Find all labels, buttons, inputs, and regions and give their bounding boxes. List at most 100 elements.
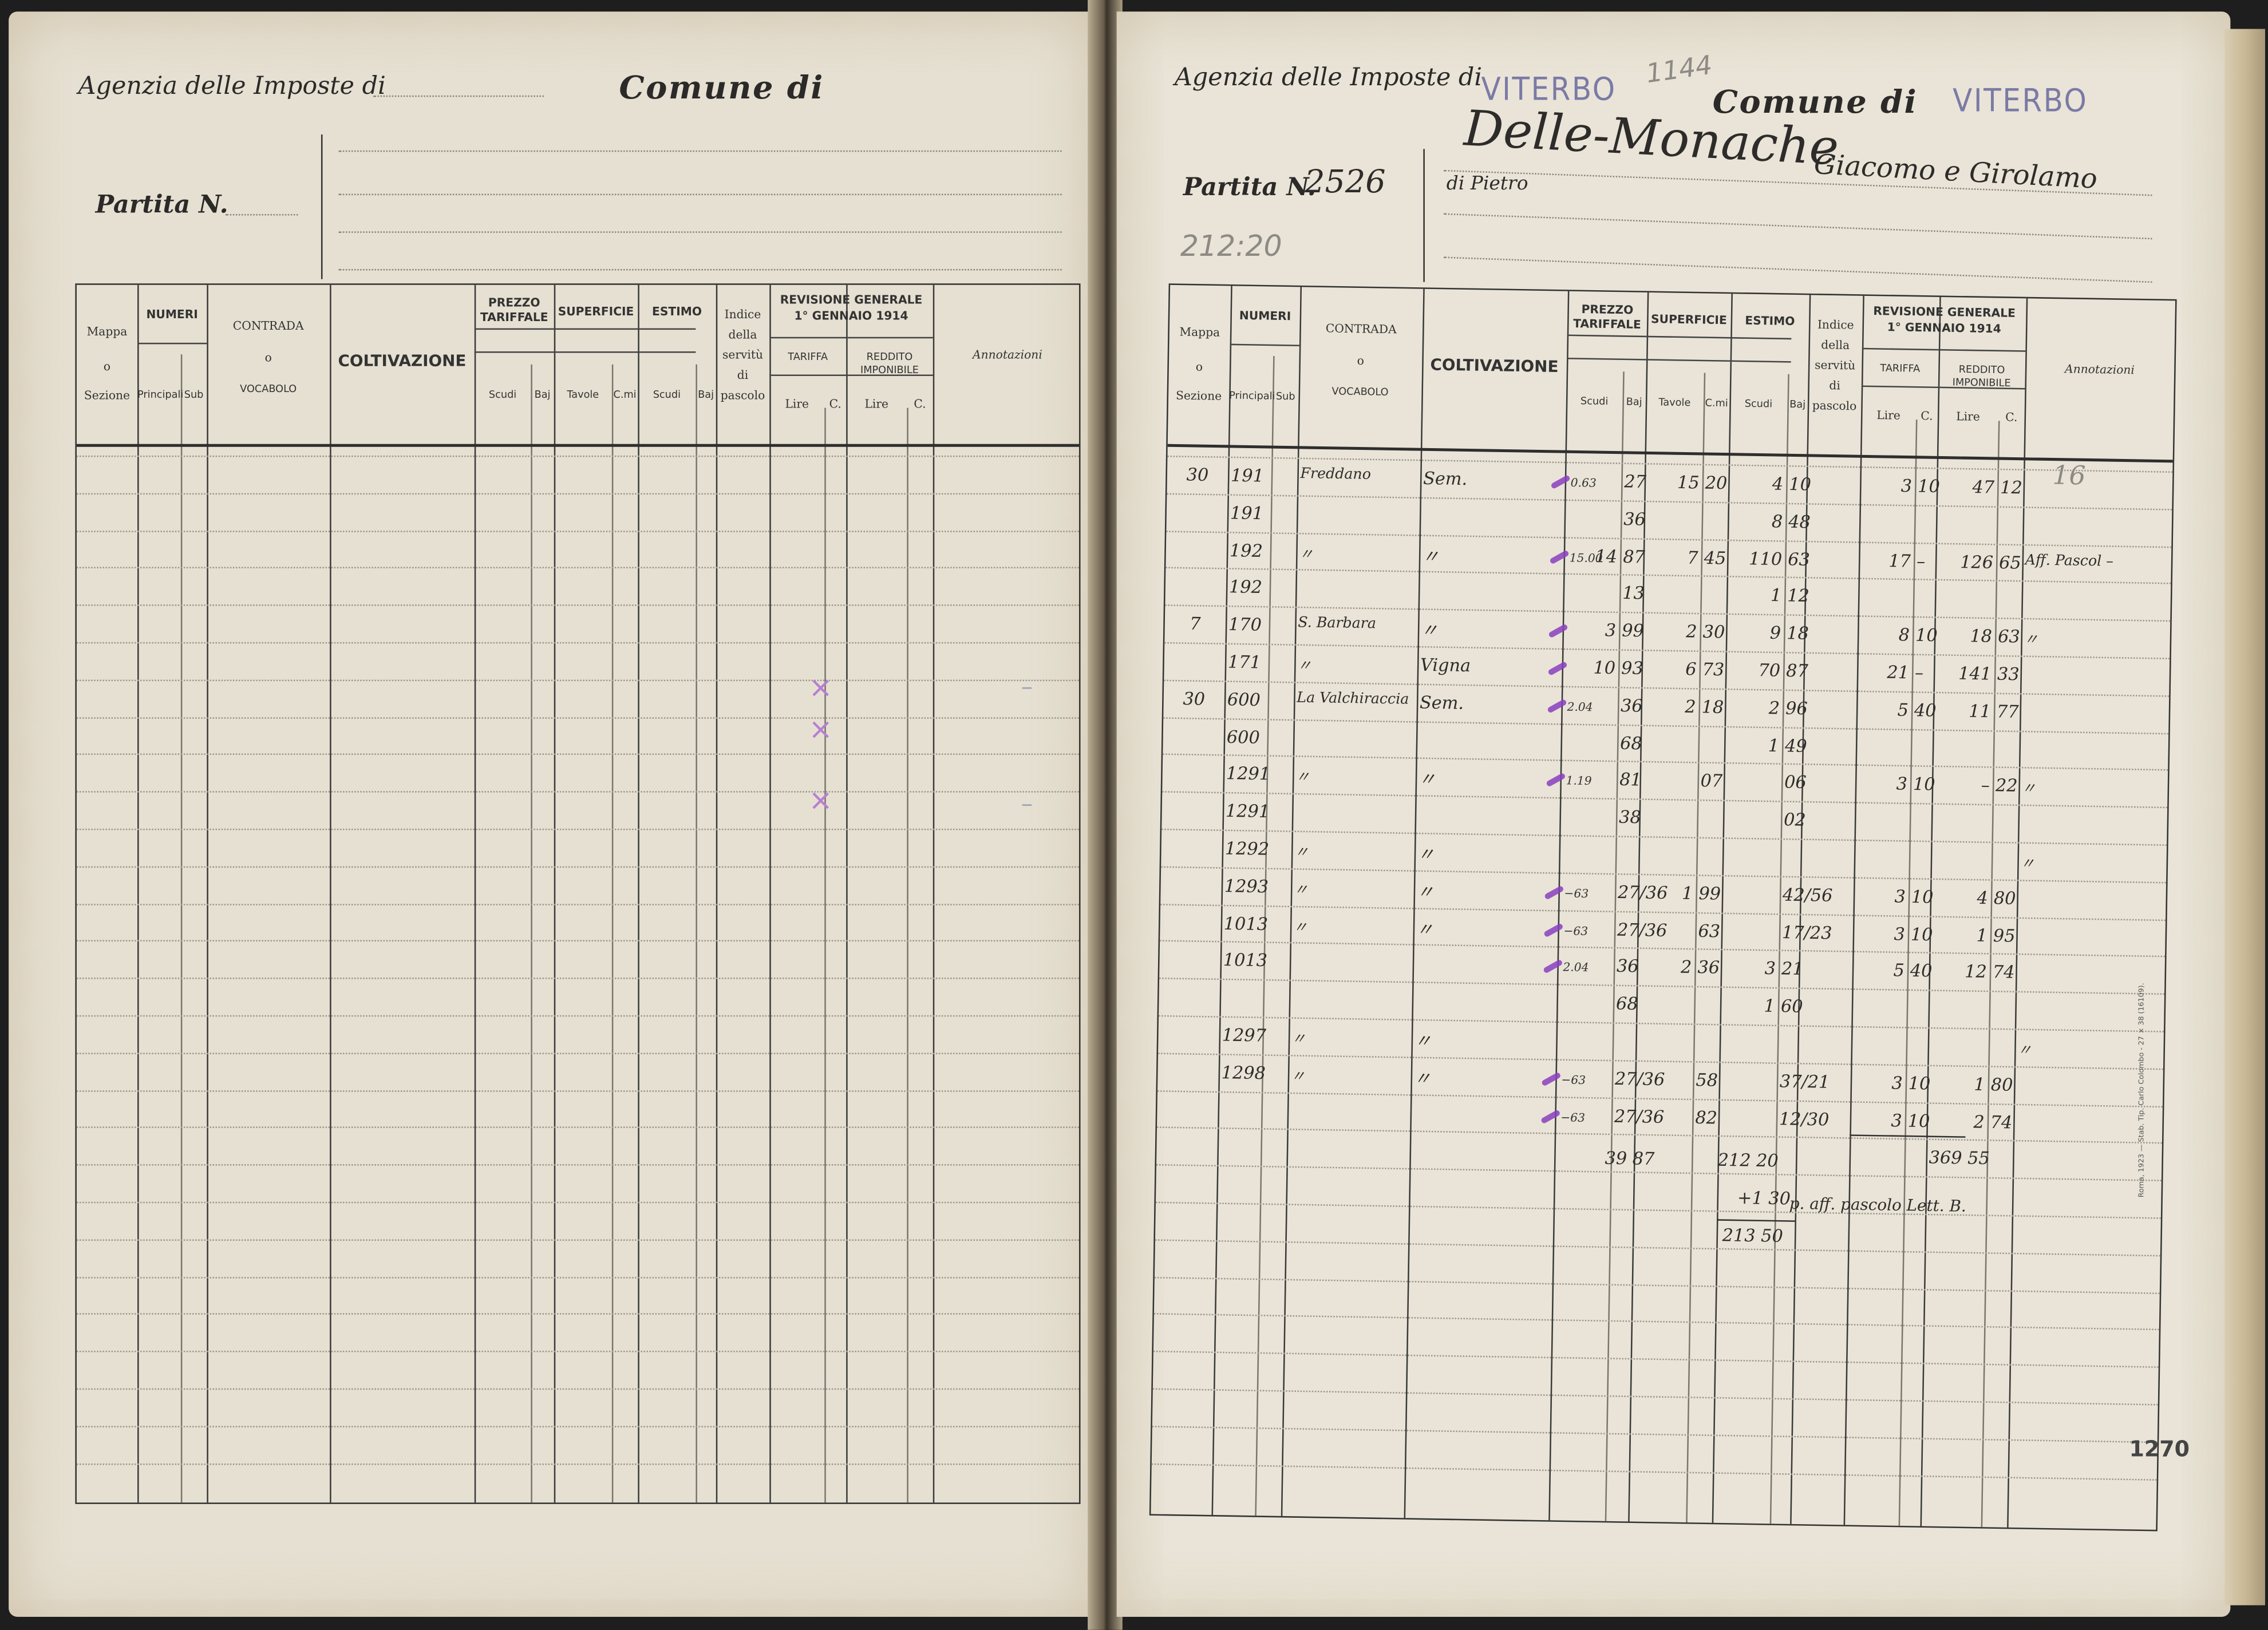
cell-sup-c: 36 <box>1697 958 1720 979</box>
row-rule <box>76 1164 1079 1166</box>
header-numeri: NUMERI <box>146 308 198 321</box>
cell-contrada: 〃 <box>1291 1031 1306 1048</box>
comune-stamp: VITERBO <box>1953 84 2088 120</box>
right-ledger-table: Mappa o Sezione NUMERI Principali Sub CONTRADA… <box>1149 283 2177 1532</box>
header-subrule <box>769 374 933 376</box>
header-indice: di <box>1829 379 1840 393</box>
header-reddito-c: C. <box>914 397 926 411</box>
header-indice: servitù <box>1814 358 1856 373</box>
cell-est-s: 70 <box>1758 660 1781 681</box>
row-rule <box>76 1425 1079 1427</box>
estimo-addition: +1 30 <box>1737 1188 1791 1209</box>
cell-red-c: 12 <box>2000 477 2023 498</box>
cell-coltiv: 〃 <box>1421 545 1440 567</box>
row-rule <box>76 1090 1079 1091</box>
header-subrule <box>474 351 696 353</box>
column-divider <box>137 284 139 1503</box>
row-rule <box>76 604 1079 607</box>
cell-sup-c: 45 <box>1704 547 1726 568</box>
cell-num: 1293 <box>1224 875 1269 897</box>
cell-tar-c: 40 <box>1910 961 1933 982</box>
header-revisione-date: 1° GENNAIO 1914 <box>1887 321 2001 336</box>
column-divider <box>611 364 614 1503</box>
cell-num: 1298 <box>1221 1062 1266 1083</box>
row-rule <box>76 1015 1079 1017</box>
row-rule <box>1151 1462 2157 1480</box>
cell-prezzo-s: 3 <box>1605 620 1617 641</box>
column-divider <box>907 408 908 1503</box>
cell-red-l: 18 <box>1970 626 1993 647</box>
row-rule <box>1152 1425 2158 1443</box>
header-principali: Principali <box>1229 390 1275 402</box>
cell-est-b: 49 <box>1784 735 1808 756</box>
header-subrule <box>1567 334 1792 340</box>
row-rule <box>76 1201 1079 1204</box>
cell-prezzo-b: 27/36 <box>1617 919 1668 940</box>
cell-num: 191 <box>1230 465 1265 486</box>
cell-sup-c: 58 <box>1696 1069 1718 1090</box>
header-cmi: C.mi <box>1705 397 1728 410</box>
header-superficie: SUPERFICIE <box>558 305 634 318</box>
cell-est-b: 48 <box>1788 511 1811 532</box>
pencil-number: 1144 <box>1644 50 1714 90</box>
cell-annot: 〃 <box>2021 782 2036 798</box>
page-edges <box>2224 29 2265 1605</box>
header-revisione-date: 1° GENNAIO 1914 <box>794 309 908 323</box>
header-prezzo: PREZZO <box>1581 303 1634 317</box>
cell-est-s: 8 <box>1771 511 1783 532</box>
header-indice: della <box>1821 338 1850 353</box>
header-estimo-scudi: Scudi <box>653 389 681 401</box>
prezzo-bracket-note: 1.19 <box>1566 774 1592 789</box>
header-contrada-o: o <box>264 351 272 365</box>
header-sezione: Sezione <box>1175 389 1222 403</box>
prezzo-bracket-note: 2.04 <box>1563 961 1589 975</box>
column-divider <box>180 354 183 1503</box>
left-ledger-table: Mappa o Sezione NUMERI Principali Sub CONTRADA… <box>75 283 1081 1504</box>
cell-est-b: 87 <box>1785 660 1809 682</box>
prezzo-bracket-note: −63 <box>1561 1073 1586 1087</box>
cell-tar-c: 10 <box>1913 774 1935 796</box>
cell-red-l: 1 <box>1976 924 1988 945</box>
cell-sup-c: 82 <box>1695 1106 1718 1127</box>
header-indice: servitù <box>722 348 764 362</box>
header-vocabolo: VOCABOLO <box>1331 386 1389 398</box>
cell-mappa: 7 <box>1189 614 1201 635</box>
cell-num: 170 <box>1228 614 1262 635</box>
header-indice: Indice <box>724 308 761 321</box>
cell-mappa: 30 <box>1183 688 1206 709</box>
cell-num: 171 <box>1227 651 1262 673</box>
row-rule <box>76 1463 1079 1465</box>
cell-coltiv: 〃 <box>1417 844 1435 865</box>
cell-sup-c: 73 <box>1702 659 1725 680</box>
cell-tar-c: – <box>1914 662 1924 683</box>
purple-check-mark <box>1542 959 1563 975</box>
cell-num: 191 <box>1230 503 1264 524</box>
row-rule <box>76 1127 1079 1129</box>
header-tariffale: TARIFFALE <box>1573 317 1641 331</box>
row-rule <box>76 903 1079 905</box>
cell-coltiv: 〃 <box>1420 620 1439 641</box>
cell-tar-c: 10 <box>1910 923 1933 944</box>
prezzo-bracket-note: −63 <box>1563 924 1589 937</box>
cell-tar-l: 5 <box>1897 699 1909 721</box>
cell-red-l: 11 <box>1969 701 1992 722</box>
header-tariffa-lire: Lire <box>1876 409 1901 422</box>
header-tariffale: TARIFFALE <box>480 311 548 325</box>
cell-num: 192 <box>1229 540 1263 561</box>
book-gutter <box>1088 0 1123 1630</box>
cell-red-l: 141 <box>1958 663 1992 685</box>
row-rule <box>76 530 1079 532</box>
cell-prezzo-b: 27/36 <box>1614 1105 1665 1127</box>
cell-red-c: 77 <box>1996 701 2019 722</box>
row-rule <box>76 866 1079 868</box>
estimo-total: 213 50 <box>1722 1225 1784 1247</box>
cell-est-b: 42/56 <box>1782 884 1833 905</box>
cell-est-s: 1 <box>1770 585 1782 606</box>
cell-contrada: 〃 <box>1294 845 1309 861</box>
cell-est-b: 17/23 <box>1781 921 1832 943</box>
header-coltivazione: COLTIVAZIONE <box>338 351 467 370</box>
prezzo-bracket-note: −63 <box>1560 1110 1586 1124</box>
header-tariffa: TARIFFA <box>788 351 828 363</box>
header-tariffa: TARIFFA <box>1880 362 1921 375</box>
cell-contrada: Freddano <box>1300 466 1372 484</box>
